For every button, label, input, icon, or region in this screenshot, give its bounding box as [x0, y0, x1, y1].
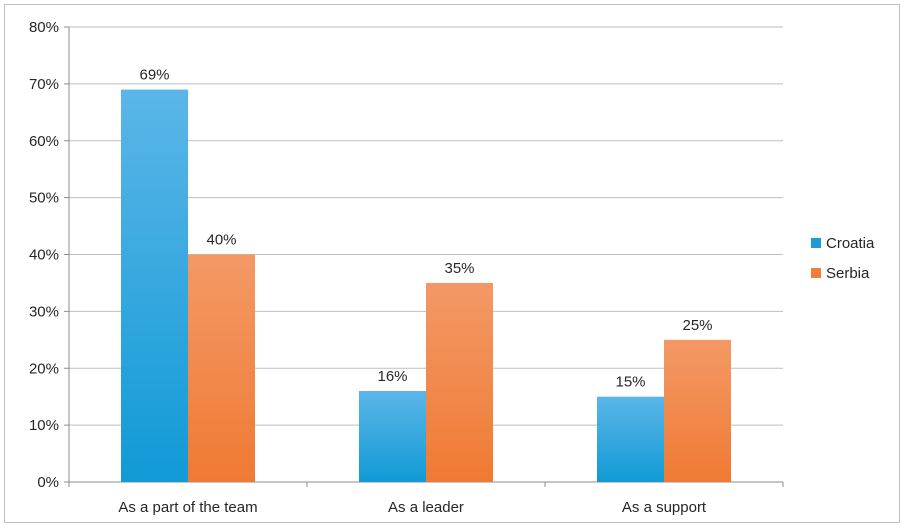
y-tick-label: 50% [29, 190, 59, 207]
data-label: 69% [139, 67, 169, 84]
bar-croatia-1 [359, 391, 426, 482]
bar-chart: 0% 10% 20% 30% 40% 50% 60% 70% 80% 69% 40% As a pa… [29, 19, 875, 516]
data-label: 16% [377, 368, 407, 385]
legend-swatch-croatia [811, 238, 821, 248]
bar-croatia-0 [121, 89, 188, 482]
labels: 69% 40% As a part of the team 16% 35% As a le… [118, 67, 712, 516]
data-label: 15% [615, 374, 645, 391]
y-tick-label: 40% [29, 247, 59, 264]
y-tick-label: 60% [29, 133, 59, 150]
x-category-label: As a part of the team [118, 499, 257, 516]
legend-swatch-serbia [811, 268, 821, 278]
bars [121, 89, 731, 482]
data-label: 35% [444, 260, 474, 277]
bar-croatia-2 [597, 396, 664, 482]
bar-serbia-1 [426, 282, 493, 482]
y-tick-label: 10% [29, 417, 59, 434]
y-tick-label: 30% [29, 303, 59, 320]
x-category-label: As a support [622, 499, 707, 516]
y-tick-label: 0% [37, 474, 59, 491]
y-tick-label: 70% [29, 76, 59, 93]
legend-label-serbia: Serbia [826, 265, 870, 282]
chart-frame: 0% 10% 20% 30% 40% 50% 60% 70% 80% 69% 40% As a pa… [4, 4, 900, 523]
bar-serbia-2 [664, 339, 731, 482]
data-label: 25% [682, 317, 712, 334]
legend-label-croatia: Croatia [826, 235, 875, 252]
y-tick-label: 80% [29, 19, 59, 36]
y-tick-label: 20% [29, 360, 59, 377]
data-label: 40% [206, 232, 236, 249]
x-category-label: As a leader [388, 499, 464, 516]
bar-serbia-0 [188, 254, 255, 482]
legend: Croatia Serbia [811, 235, 875, 282]
